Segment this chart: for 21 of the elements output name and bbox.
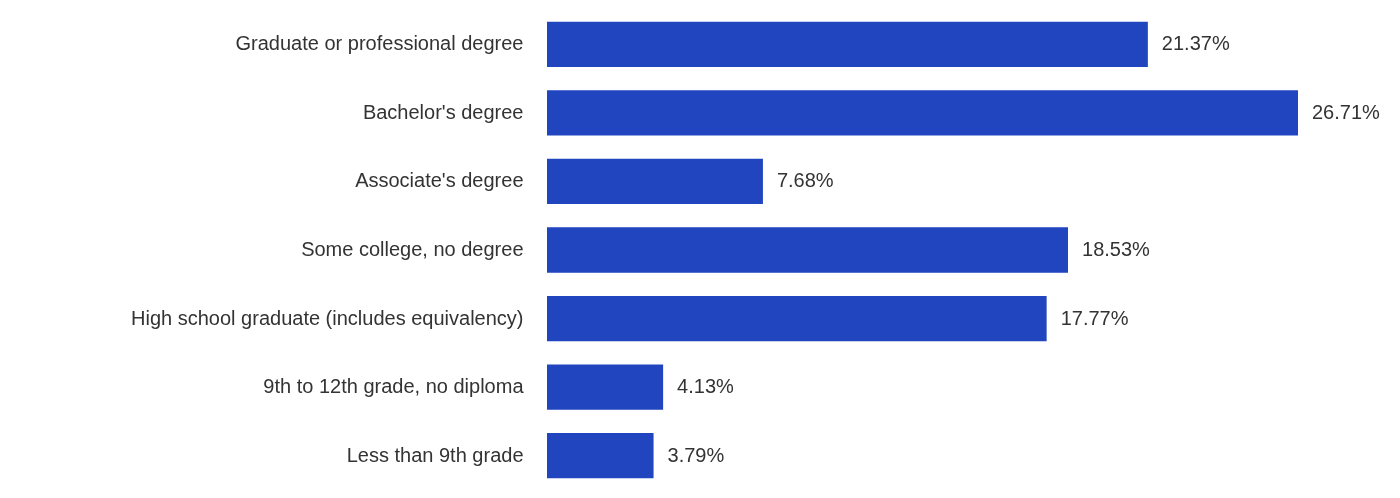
y-tick-label: Less than 9th grade bbox=[346, 443, 524, 466]
data-label: 21.37% bbox=[1161, 32, 1230, 55]
bar bbox=[547, 158, 763, 205]
y-tick-label: 9th to 12th grade, no diploma bbox=[263, 375, 525, 398]
y-tick-label: Some college, no degree bbox=[301, 238, 524, 260]
bar bbox=[547, 90, 1298, 136]
bar bbox=[547, 227, 1068, 273]
data-label: 4.13% bbox=[677, 375, 735, 398]
y-tick-label: Associate's degree bbox=[355, 169, 524, 192]
y-tick-label: High school graduate (includes equivalency) bbox=[131, 306, 524, 329]
data-label: 7.68% bbox=[776, 169, 834, 192]
y-tick-label: Graduate or professional degree bbox=[235, 32, 524, 55]
bar bbox=[547, 21, 1148, 67]
data-label: 3.79% bbox=[667, 443, 725, 466]
bar bbox=[547, 433, 654, 479]
bar bbox=[547, 295, 1047, 342]
data-label: 26.71% bbox=[1312, 100, 1381, 123]
data-label: 18.53% bbox=[1082, 238, 1151, 260]
y-tick-label: Bachelor's degree bbox=[362, 100, 524, 123]
data-label: 17.77% bbox=[1060, 306, 1129, 329]
bar bbox=[547, 364, 664, 410]
